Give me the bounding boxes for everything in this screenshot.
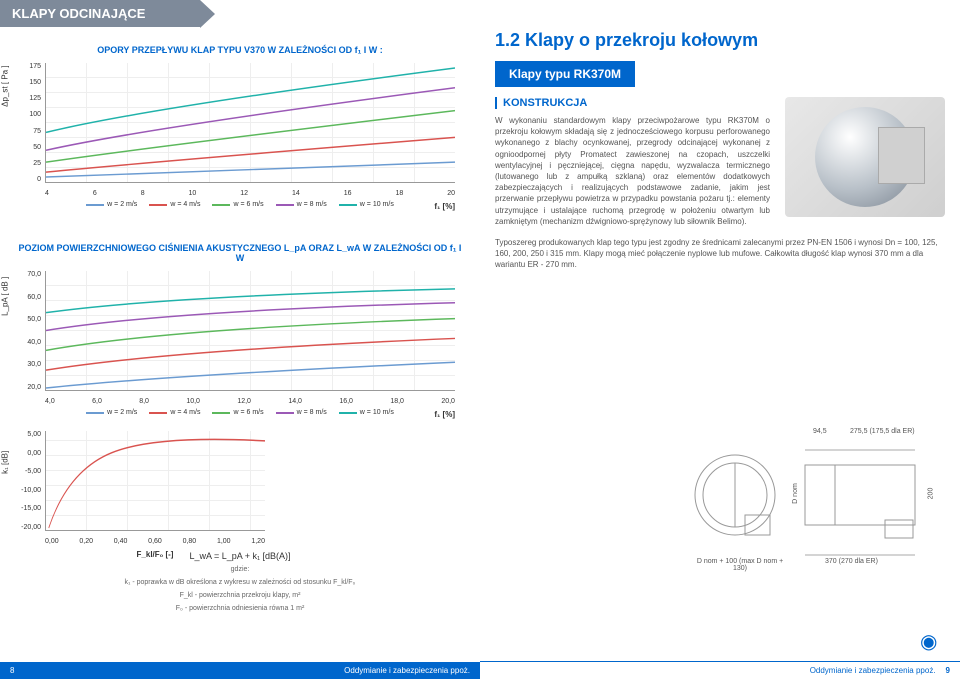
chart1-lines	[46, 63, 455, 182]
chart2-legend: w = 2 m/s w = 4 m/s w = 6 m/s w = 8 m/s …	[15, 409, 465, 416]
chart1-yaxis: 175 150 125 100 75 50 25 0	[17, 63, 41, 183]
chart3-ylabel: k₁ [dB]	[1, 451, 10, 474]
chart3-line	[46, 431, 265, 530]
dim-3: D nom	[792, 483, 799, 504]
product-photo	[785, 97, 945, 217]
chart2-yaxis: 70,0 60,0 50,0 40,0 30,0 20,0	[17, 271, 41, 391]
subtitle-band: Klapy typu RK370M	[495, 61, 635, 87]
section-title: 1.2 Klapy o przekroju kołowym	[495, 30, 945, 51]
formula-note1: k₁ - poprawka w dB określona z wykresu w…	[15, 578, 465, 587]
dim-6: D nom + 100 (max D nom + 130)	[695, 558, 785, 572]
chart1-legend: w = 2 m/s w = 4 m/s w = 6 m/s w = 8 m/s …	[15, 201, 465, 208]
damper-icon	[815, 107, 915, 207]
footer-text-right: Oddymianie i zabezpieczenia ppoż.	[810, 666, 936, 675]
brand-logo-icon: ◉	[920, 629, 940, 649]
formula-note2: F_kl - powierzchnia przekroju klapy, m²	[15, 591, 465, 600]
technical-drawing: 94,5 275,5 (175,5 dla ER) D nom 200 370 …	[685, 420, 945, 570]
chart2-xaxis: 4,0 6,0 8,0 10,0 12,0 14,0 16,0 18,0 20,…	[45, 398, 455, 405]
chart3-xlabel: F_kl/F₀ [-]	[137, 550, 174, 559]
formula-note3: F₀ - powierzchnia odniesienia równa 1 m²	[15, 604, 465, 613]
chart-2: POZIOM POWIERZCHNIOWEGO CIŚNIENIA AKUSTY…	[15, 243, 465, 416]
dim-5: 370 (270 dla ER)	[825, 558, 878, 565]
konstrukcja-heading: KONSTRUKCJA	[495, 97, 770, 109]
body-text-2: Typoszereg produkowanych klap tego typu …	[495, 237, 945, 271]
page-header: KLAPY ODCINAJĄCE	[0, 0, 200, 27]
chart2-lines	[46, 271, 455, 390]
chart2-title: POZIOM POWIERZCHNIOWEGO CIŚNIENIA AKUSTY…	[15, 243, 465, 263]
chart1-ylabel: Δp_st [ Pa ]	[1, 65, 10, 106]
chart3-yaxis: 5,00 0,00 -5,00 -10,00 -15,00 -20,00	[17, 431, 41, 531]
footer-left: 8 Oddymianie i zabezpieczenia ppoż.	[0, 662, 480, 679]
page-num-right: 9	[946, 666, 950, 675]
dim-4: 200	[927, 488, 934, 500]
formula-gdzie: gdzie:	[15, 565, 465, 574]
chart1-xlabel: f₁ [%]	[434, 202, 455, 211]
footer-right: Oddymianie i zabezpieczenia ppoż. 9	[480, 661, 960, 679]
footer-text-left: Oddymianie i zabezpieczenia ppoż.	[344, 666, 470, 675]
page-num-left: 8	[10, 666, 14, 675]
chart1-xaxis: 4 6 8 10 12 14 16 18 20	[45, 190, 455, 197]
chart-1: OPORY PRZEPŁYWU KLAP TYPU V370 W ZALEŻNO…	[15, 45, 465, 208]
chart-3: k₁ [dB] 5,00 0,00 -5,00 -10,00 -15,00 -2…	[45, 431, 265, 531]
body-text-1: W wykonaniu standardowym klapy przeciwpo…	[495, 115, 770, 227]
chart1-title: OPORY PRZEPŁYWU KLAP TYPU V370 W ZALEŻNO…	[15, 45, 465, 55]
dim-2: 275,5 (175,5 dla ER)	[850, 428, 915, 435]
formula: L_wA = L_pA + k₁ [dB(A)]	[15, 551, 465, 561]
chart2-xlabel: f₁ [%]	[434, 410, 455, 419]
chart2-ylabel: L_pA [ dB ]	[1, 277, 10, 316]
dim-1: 94,5	[813, 428, 827, 435]
chart3-xaxis: 0,00 0,20 0,40 0,60 0,80 1,00 1,20	[45, 538, 265, 545]
